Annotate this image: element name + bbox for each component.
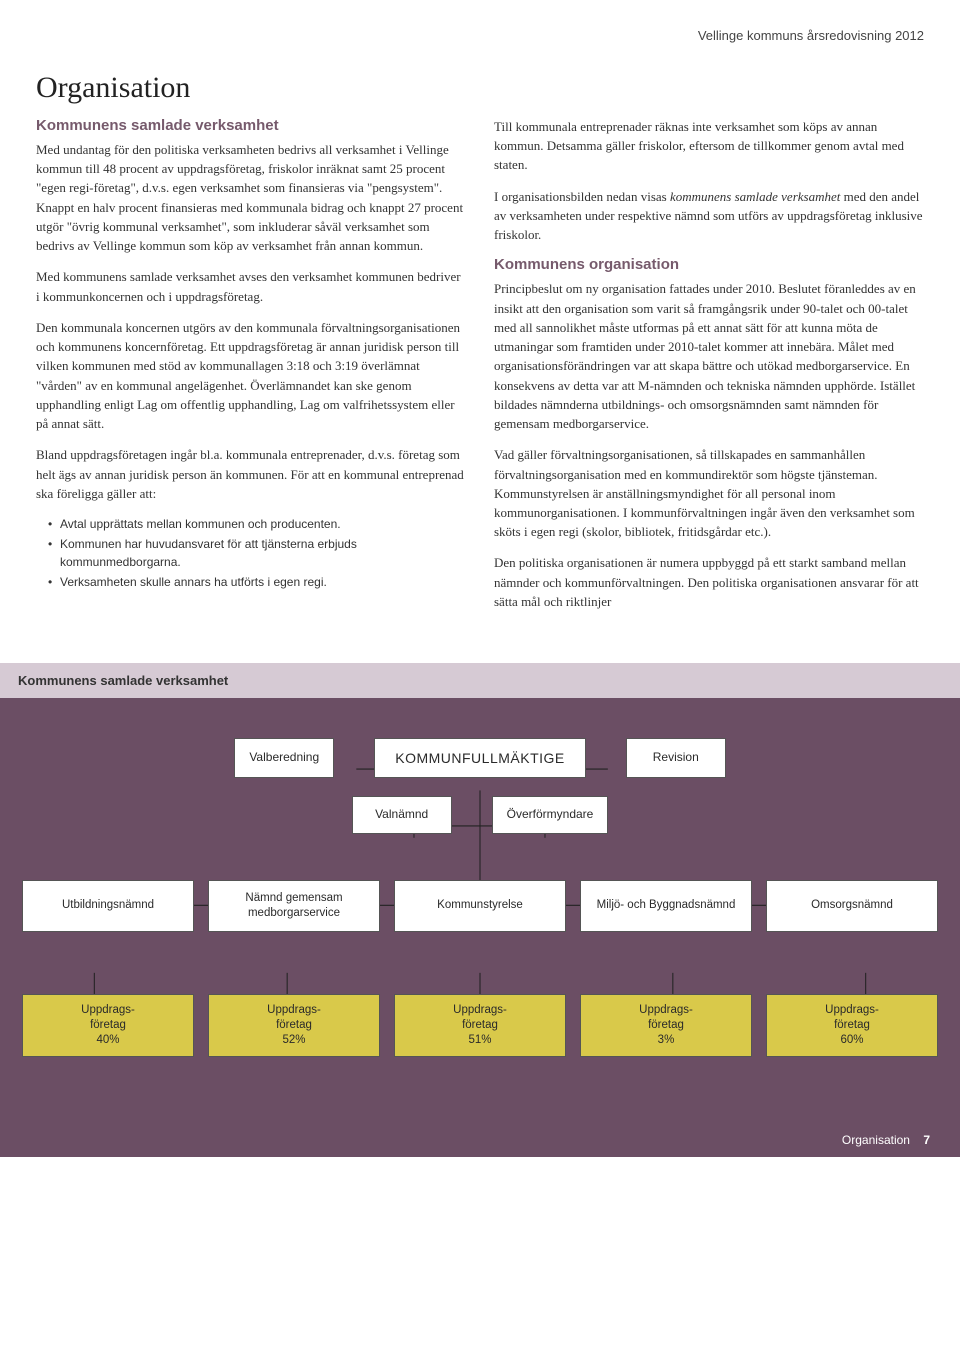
running-header: Vellinge kommuns årsredovisning 2012 (36, 20, 924, 71)
bullet-list: Avtal upprättats mellan kommunen och pro… (36, 515, 466, 591)
org-box-uppdrag-52: Uppdrags-företag52% (208, 994, 380, 1057)
org-row-2: Valnämnd Överförmyndare (22, 796, 938, 834)
list-item: Verksamheten skulle annars ha utförts i … (48, 573, 466, 591)
org-box-uppdrag-40: Uppdrags-företag40% (22, 994, 194, 1057)
text-columns: Kommunens samlade verksamhet Med undanta… (36, 117, 924, 623)
list-item: Kommunen har huvudansvaret för att tjäns… (48, 535, 466, 571)
para: Den politiska organisationen är numera u… (494, 553, 924, 611)
org-box-uppdrag-60: Uppdrags-företag60% (766, 994, 938, 1057)
right-column: Till kommunala entreprenader räknas inte… (494, 117, 924, 623)
org-box-kommunfullmaktige: KOMMUNFULLMÄKTIGE (374, 738, 586, 778)
italic-text: kommunens samlade verksamhet (670, 189, 840, 204)
para: Med undantag för den politiska verksamhe… (36, 140, 466, 255)
left-column: Kommunens samlade verksamhet Med undanta… (36, 117, 466, 623)
subhead-right: Kommunens organisation (494, 256, 924, 273)
subhead-left: Kommunens samlade verksamhet (36, 117, 466, 134)
para: Den kommunala koncernen utgörs av den ko… (36, 318, 466, 433)
org-box-miljo-byggnadsnamnd: Miljö- och Byggnadsnämnd (580, 880, 752, 932)
org-box-utbildningsnamnd: Utbildningsnämnd (22, 880, 194, 932)
org-box-kommunstyrelse: Kommunstyrelse (394, 880, 566, 932)
org-box-revision: Revision (626, 738, 726, 778)
org-box-omsorgsnamnd: Omsorgsnämnd (766, 880, 938, 932)
org-box-overformyndare: Överförmyndare (492, 796, 609, 834)
page-footer: Organisation 7 (0, 1125, 960, 1157)
org-box-uppdrag-3: Uppdrags-företag3% (580, 994, 752, 1057)
text: I organisationsbilden nedan visas (494, 189, 670, 204)
org-chart-title: Kommunens samlade verksamhet (0, 663, 960, 698)
list-item: Avtal upprättats mellan kommunen och pro… (48, 515, 466, 533)
footer-page-number: 7 (923, 1133, 930, 1147)
page-title: Organisation (36, 71, 924, 105)
org-box-namnd-medborgarservice: Nämnd gemensam medborgarservice (208, 880, 380, 932)
org-box-valberedning: Valberedning (234, 738, 334, 778)
org-row-3: Utbildningsnämnd Nämnd gemensam medborga… (22, 880, 938, 932)
para: Till kommunala entreprenader räknas inte… (494, 117, 924, 175)
para: Bland uppdragsföretagen ingår bl.a. komm… (36, 445, 466, 503)
para: Vad gäller förvaltningsorganisationen, s… (494, 445, 924, 541)
para: I organisationsbilden nedan visas kommun… (494, 187, 924, 245)
org-row-4: Uppdrags-företag40% Uppdrags-företag52% … (22, 994, 938, 1057)
footer-label: Organisation (842, 1133, 910, 1147)
org-box-valnamnd: Valnämnd (352, 796, 452, 834)
para: Med kommunens samlade verksamhet avses d… (36, 267, 466, 305)
org-chart-body: Valberedning KOMMUNFULLMÄKTIGE Revision … (0, 698, 960, 1124)
org-row-1: Valberedning KOMMUNFULLMÄKTIGE Revision (22, 738, 938, 778)
org-chart: Kommunens samlade verksamhet (0, 663, 960, 1124)
para: Principbeslut om ny organisation fattade… (494, 279, 924, 433)
org-box-uppdrag-51: Uppdrags-företag51% (394, 994, 566, 1057)
